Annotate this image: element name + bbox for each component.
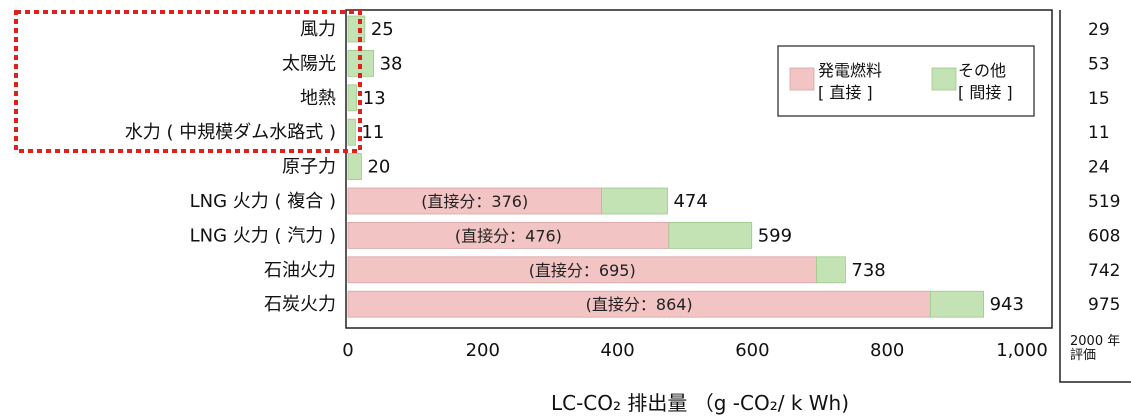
bar-segment-indirect	[816, 256, 846, 284]
side-column-value: 53	[1088, 54, 1110, 74]
side-column-footer: 2000 年	[1070, 334, 1120, 349]
x-tick-label: 1,000	[996, 340, 1048, 361]
bar-segment-indirect	[601, 187, 668, 215]
side-column-value: 742	[1088, 261, 1120, 281]
direct-share-label: (直接分：864)	[586, 295, 693, 314]
bar-segment-indirect	[347, 84, 358, 112]
legend-swatch-indirect	[931, 67, 957, 91]
x-axis-label: LC-CO₂ 排出量 （g -CO₂/ k Wh)	[551, 391, 849, 415]
legend-indirect-line1: その他	[958, 61, 1006, 80]
category-label: 水力 ( 中規模ダム水路式 )	[125, 122, 336, 143]
total-value-label: 599	[758, 225, 792, 246]
bar-segment-indirect	[347, 153, 362, 181]
side-column-value: 519	[1088, 192, 1120, 212]
direct-share-label: (直接分：695)	[529, 261, 636, 280]
legend-direct-line2: [ 直接 ]	[818, 83, 873, 102]
bar-segment-direct	[347, 256, 817, 284]
x-tick-label: 400	[600, 340, 634, 361]
total-value-label: 38	[380, 53, 403, 74]
bar-segment-indirect	[347, 15, 366, 43]
direct-share-label: (直接分：376)	[421, 192, 528, 211]
side-column-value: 29	[1088, 20, 1110, 40]
total-value-label: 25	[371, 19, 394, 40]
legend-box	[777, 45, 1035, 117]
total-value-label: 474	[673, 191, 707, 212]
bar-segment-indirect	[347, 50, 375, 77]
side-column-value: 11	[1088, 123, 1110, 143]
side-column-value: 15	[1088, 89, 1110, 109]
category-label: 石油火力	[264, 260, 336, 281]
bar-segment-indirect	[668, 221, 753, 249]
legend-indirect-line2: [ 間接 ]	[958, 83, 1013, 102]
bars-group	[347, 15, 984, 318]
total-value-label: 20	[367, 157, 390, 178]
category-label: 原子力	[282, 157, 336, 178]
highlight-dotted-box	[14, 10, 362, 153]
total-value-label: 738	[851, 260, 885, 281]
direct-share-label: (直接分：476)	[455, 226, 562, 245]
x-tick-label: 0	[342, 340, 353, 361]
category-label: 風力	[300, 19, 336, 40]
category-label: 石炭火力	[264, 294, 336, 315]
legend-direct-line1: 発電燃料	[818, 61, 882, 80]
plot-frame	[345, 9, 1053, 329]
total-value-label: 943	[990, 294, 1024, 315]
legend-swatch-direct	[789, 67, 815, 91]
bar-segment-indirect	[347, 118, 356, 146]
total-value-label: 13	[363, 88, 386, 109]
labels-group: 風力 25 太陽光 38 地熱 13 水力 ( 中規模ダム水路式 ) 11 原子力 20 LNG 火…	[125, 19, 1024, 315]
side-column-value: 608	[1088, 226, 1120, 246]
bar-segment-direct	[347, 187, 602, 215]
x-tick-label: 200	[466, 340, 500, 361]
x-tick-label: 600	[735, 340, 769, 361]
side-column-footer: 評価	[1070, 348, 1096, 363]
side-column-frame	[1059, 10, 1131, 383]
category-label: LNG 火力 ( 汽力 )	[190, 225, 336, 246]
x-ticks-group: 0 200 400 600 800 1,000	[342, 340, 1047, 361]
bar-segment-indirect	[929, 290, 984, 318]
category-label: 太陽光	[282, 53, 336, 74]
bar-segment-direct	[347, 221, 670, 249]
side-column-value: 975	[1088, 295, 1120, 315]
x-tick-label: 800	[870, 340, 904, 361]
category-label: LNG 火力 ( 複合 )	[190, 191, 336, 212]
total-value-label: 11	[361, 122, 384, 143]
category-label: 地熱	[300, 88, 336, 109]
side-column-value: 24	[1088, 158, 1110, 178]
side-column-group: 29 53 15 11 24 519 608 742 975 2000 年評価	[1070, 20, 1120, 363]
bar-segment-direct	[347, 290, 931, 318]
legend: 発電燃料 [ 直接 ] その他 [ 間接 ]	[777, 45, 1035, 117]
